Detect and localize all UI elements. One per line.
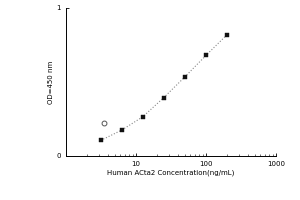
X-axis label: Human ACta2 Concentration(ng/mL): Human ACta2 Concentration(ng/mL)	[107, 170, 235, 176]
Y-axis label: OD=450 nm: OD=450 nm	[48, 60, 54, 104]
